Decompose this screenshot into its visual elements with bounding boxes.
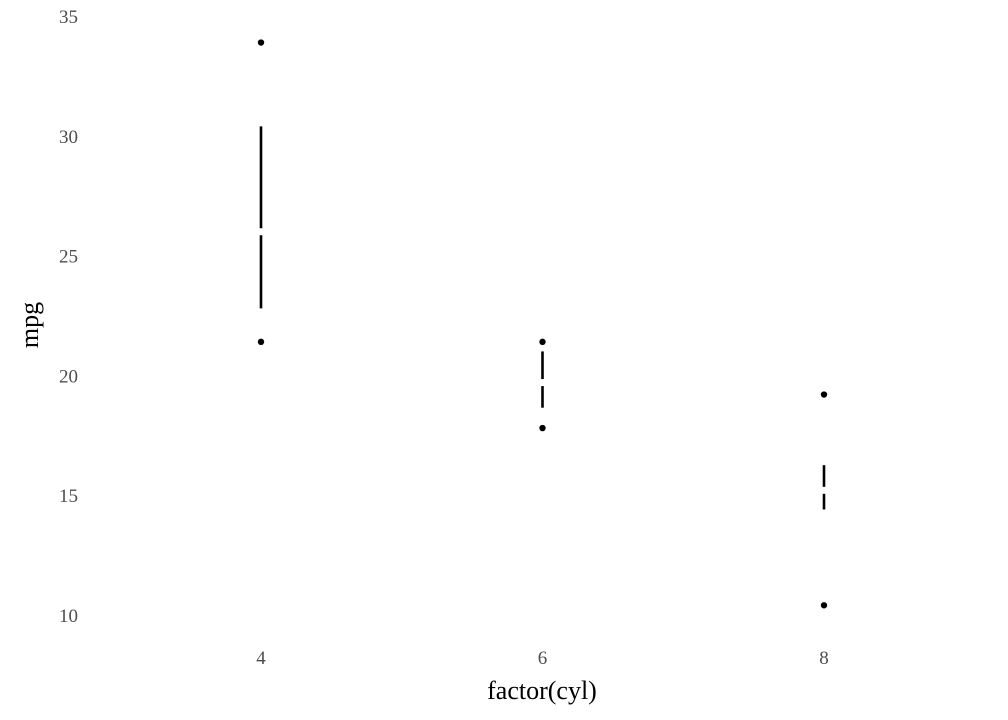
plot-marks <box>257 39 828 609</box>
box-group-4 <box>257 39 265 346</box>
x-axis-title: factor(cyl) <box>487 676 597 705</box>
y-axis-title: mpg <box>15 302 44 348</box>
y-tick-label: 25 <box>59 247 78 268</box>
y-tick-label: 30 <box>59 127 78 148</box>
box-group-8 <box>820 391 828 609</box>
x-tick-label: 4 <box>256 648 266 669</box>
x-tick-label: 6 <box>538 648 548 669</box>
min-point <box>539 424 546 432</box>
max-point <box>257 39 265 46</box>
box-group-6 <box>539 338 546 432</box>
y-axis-tick-labels: 10 15 20 25 30 35 <box>59 7 78 627</box>
x-tick-label: 8 <box>819 648 829 669</box>
min-point <box>257 338 265 346</box>
y-tick-label: 10 <box>59 606 78 627</box>
max-point <box>539 338 546 346</box>
y-tick-label: 15 <box>59 486 78 507</box>
min-point <box>820 602 828 609</box>
max-point <box>820 391 828 398</box>
y-tick-label: 20 <box>59 366 78 387</box>
y-tick-label: 35 <box>59 7 78 28</box>
x-axis-tick-labels: 4 6 8 <box>256 648 829 669</box>
